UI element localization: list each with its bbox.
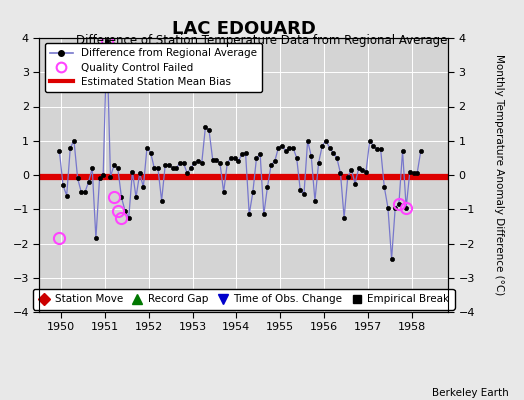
Y-axis label: Monthly Temperature Anomaly Difference (°C): Monthly Temperature Anomaly Difference (… — [494, 54, 505, 296]
Text: Berkeley Earth: Berkeley Earth — [432, 388, 508, 398]
Legend: Station Move, Record Gap, Time of Obs. Change, Empirical Break: Station Move, Record Gap, Time of Obs. C… — [32, 289, 455, 310]
Text: Difference of Station Temperature Data from Regional Average: Difference of Station Temperature Data f… — [77, 34, 447, 47]
Title: LAC EDOUARD: LAC EDOUARD — [172, 20, 315, 38]
